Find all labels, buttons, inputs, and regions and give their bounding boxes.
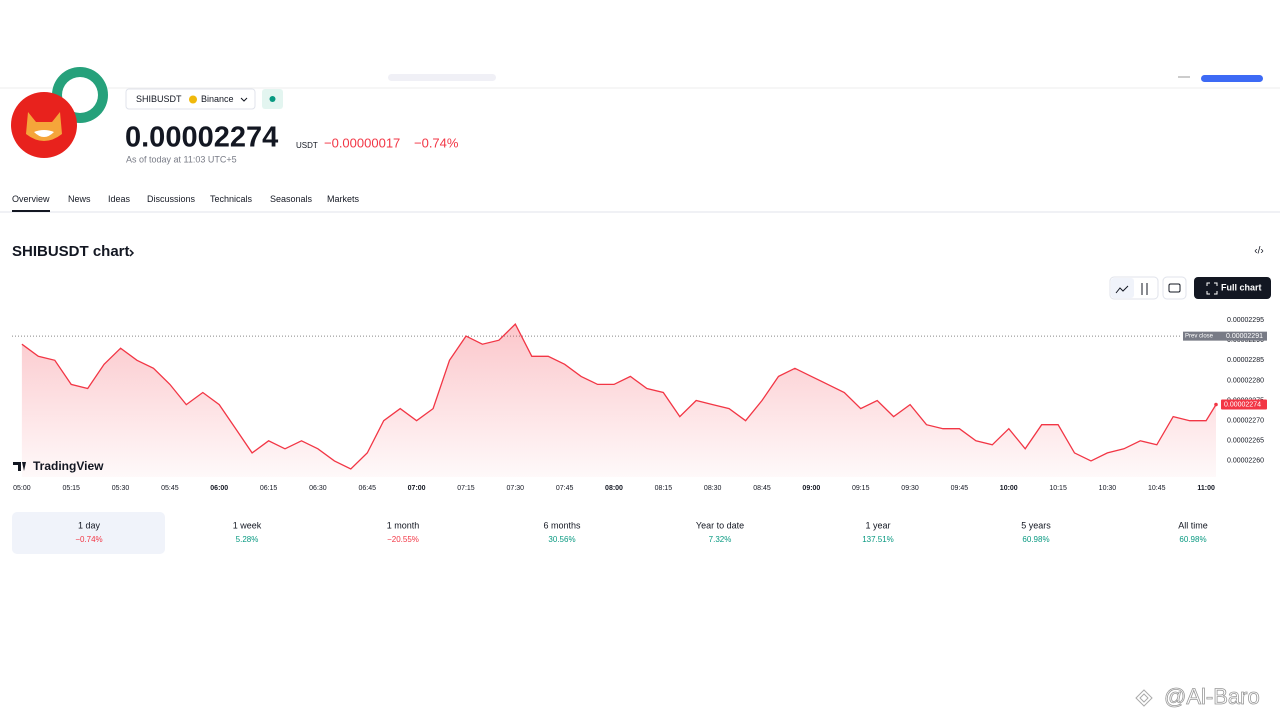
period-label[interactable]: 1 year — [865, 520, 890, 530]
x-tick-label: 07:30 — [507, 485, 525, 492]
period-label[interactable]: 5 years — [1021, 520, 1051, 530]
y-tick-label: 0.00002260 — [1227, 458, 1264, 465]
last-price-box — [1221, 399, 1267, 410]
line-style-button[interactable] — [1111, 278, 1134, 298]
period-label[interactable]: Year to date — [696, 520, 744, 530]
full-chart-button[interactable] — [1194, 277, 1271, 299]
y-tick-label: 0.00002280 — [1227, 377, 1264, 384]
x-tick-label: 09:15 — [852, 485, 870, 492]
x-tick-label: 07:00 — [408, 485, 426, 492]
price-change-percent: −0.74% — [414, 135, 459, 150]
period-label[interactable]: 1 month — [387, 520, 420, 530]
area — [21, 324, 1216, 477]
price-line — [21, 323, 1217, 470]
x-tick-label: 09:30 — [901, 485, 919, 492]
prev-close-label: Prev close — [1185, 334, 1214, 340]
x-tick-label: 09:00 — [802, 485, 820, 492]
snapshot-button[interactable] — [1162, 276, 1187, 300]
full-chart-label: Full chart — [1221, 282, 1262, 292]
x-tick-label: 06:00 — [210, 485, 228, 492]
x-tick-label: 07:45 — [556, 485, 574, 492]
candle-icon[interactable] — [1141, 283, 1148, 295]
credit: @Al-Baro — [1164, 684, 1260, 709]
tab[interactable]: News — [68, 194, 91, 204]
x-tick-label: 08:00 — [605, 485, 623, 492]
x-tick-label: 10:15 — [1049, 485, 1067, 492]
tab[interactable]: Overview — [12, 194, 50, 204]
exchange-icon — [189, 95, 197, 104]
credit-icon — [1135, 689, 1153, 707]
period-label[interactable]: All time — [1178, 520, 1208, 530]
x-tick-label: 08:15 — [655, 485, 673, 492]
heading-chevron — [129, 249, 135, 257]
tether-logo-inner — [62, 77, 98, 113]
period-selected[interactable] — [12, 512, 165, 554]
period-change: −0.74% — [75, 535, 102, 544]
tab[interactable]: Discussions — [147, 194, 196, 204]
chart-heading[interactable]: SHIBUSDT chart — [12, 243, 130, 260]
as-of: As of today at 11:03 UTC+5 — [126, 154, 237, 164]
x-tick-label: 05:45 — [161, 485, 179, 492]
y-tick-label: 0.00002270 — [1227, 418, 1264, 425]
period-label[interactable]: 6 months — [543, 520, 581, 530]
y-tick-label: 0.00002295 — [1227, 317, 1264, 324]
x-tick-label: 05:30 — [112, 485, 130, 492]
x-tick-label: 08:30 — [704, 485, 722, 492]
x-tick-label: 08:45 — [753, 485, 771, 492]
period-change: 5.28% — [236, 535, 259, 544]
shib-muzzle — [34, 130, 54, 137]
tv-logo — [13, 462, 26, 471]
get-started-button[interactable] — [1201, 75, 1263, 82]
fullscreen-icon — [1206, 282, 1218, 295]
camera-icon — [1168, 283, 1181, 293]
tab[interactable]: Technicals — [210, 194, 253, 204]
prev-close-value: 0.00002291 — [1226, 333, 1263, 340]
x-tick-label: 10:00 — [1000, 485, 1018, 492]
y-tick-label: 0.00002285 — [1227, 357, 1264, 364]
period-change: 137.51% — [862, 535, 894, 544]
tab[interactable]: Markets — [327, 194, 360, 204]
tab[interactable]: Seasonals — [270, 194, 313, 204]
x-tick-label: 07:15 — [457, 485, 475, 492]
currency: USDT — [296, 141, 318, 150]
search-bar[interactable] — [388, 74, 496, 81]
price: 0.00002274 — [125, 122, 278, 154]
prev-close-box — [1183, 331, 1267, 341]
x-tick-label: 05:00 — [13, 485, 31, 492]
status-dot — [269, 96, 276, 102]
y-tick-label: 0.00002265 — [1227, 438, 1264, 445]
symbol: SHIBUSDT — [136, 94, 182, 104]
x-tick-label: 06:30 — [309, 485, 327, 492]
chevron — [240, 97, 248, 102]
x-tick-label: 11:00 — [1197, 485, 1215, 492]
menu-icon[interactable] — [1178, 76, 1190, 78]
period-label[interactable]: 1 day — [78, 520, 101, 530]
shib-face — [26, 112, 62, 141]
period-change: 60.98% — [1179, 535, 1206, 544]
x-tick-label: 10:45 — [1148, 485, 1166, 492]
x-tick-label: 06:15 — [260, 485, 278, 492]
line-icon — [1115, 285, 1129, 294]
period-change: 60.98% — [1022, 535, 1049, 544]
tab[interactable]: Ideas — [108, 194, 131, 204]
embed-icon[interactable]: ‹/› — [1254, 246, 1263, 257]
exchange: Binance — [201, 94, 234, 104]
last-point — [1214, 402, 1218, 407]
x-tick-label: 06:45 — [359, 485, 377, 492]
period-change: 7.32% — [709, 535, 732, 544]
x-tick-label: 09:45 — [951, 485, 969, 492]
period-change: 30.56% — [548, 535, 575, 544]
price-change: −0.00000017 — [324, 135, 400, 150]
x-tick-label: 10:30 — [1099, 485, 1117, 492]
last-price-label: 0.00002274 — [1224, 401, 1261, 408]
x-tick-label: 05:15 — [62, 485, 80, 492]
tv-watermark: TradingView — [33, 459, 104, 473]
period-change: −20.55% — [387, 535, 419, 544]
period-label[interactable]: 1 week — [233, 520, 262, 530]
